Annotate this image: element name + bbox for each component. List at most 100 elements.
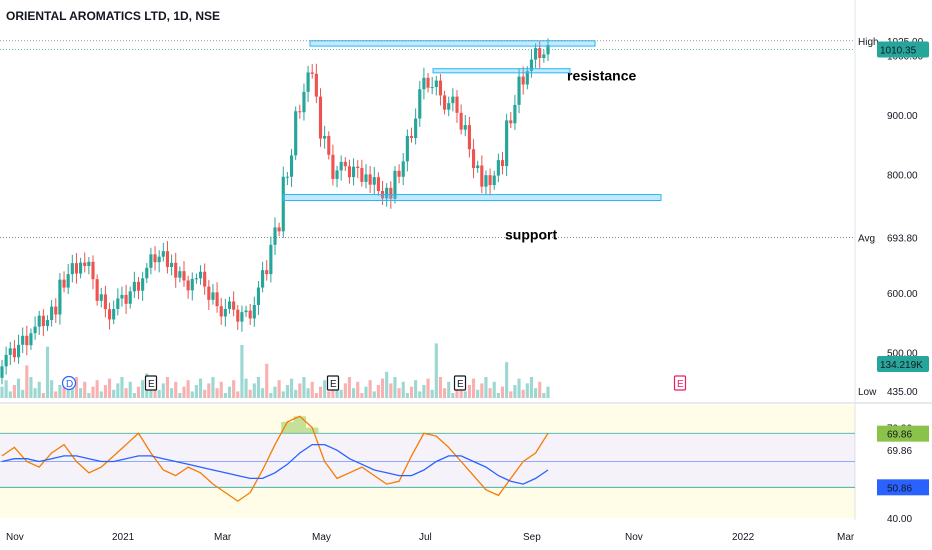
candle-body xyxy=(314,73,318,97)
candle xyxy=(33,316,37,340)
candle xyxy=(261,261,265,293)
candle-body xyxy=(430,87,434,89)
volume-bar xyxy=(484,377,488,398)
volume-bar xyxy=(356,381,360,398)
candle xyxy=(368,166,372,193)
event-badge: E xyxy=(673,375,687,391)
candle-body xyxy=(471,149,476,169)
volume-bar xyxy=(219,381,223,398)
rsi-band xyxy=(0,433,855,488)
zone-support xyxy=(282,194,662,201)
volume-bar xyxy=(211,377,215,398)
candle-body xyxy=(16,344,21,358)
candle-body xyxy=(0,366,4,378)
volume-bar xyxy=(513,385,517,398)
volume-bar xyxy=(364,386,368,398)
overlay: resistance support D E E E E xyxy=(61,68,687,391)
candle xyxy=(529,49,534,78)
candle xyxy=(269,236,273,283)
candle-body xyxy=(405,135,409,162)
volume-bar xyxy=(294,389,298,398)
candle-body xyxy=(87,261,91,266)
candle xyxy=(91,255,95,290)
annotation-resistance: resistance xyxy=(567,68,636,84)
candle xyxy=(426,73,430,93)
event-badge-label: E xyxy=(677,379,684,390)
event-badge-label: E xyxy=(330,379,337,390)
candle-body xyxy=(198,271,203,279)
candle xyxy=(66,264,70,295)
candle-body xyxy=(190,278,194,291)
volume-bar xyxy=(33,388,37,398)
candle xyxy=(79,257,83,279)
candle-body xyxy=(318,96,323,139)
price-tick-label: 500.00 xyxy=(887,349,918,360)
candle-body xyxy=(21,335,25,345)
volume-bar xyxy=(347,377,352,398)
candle xyxy=(509,112,513,129)
candle xyxy=(302,83,306,121)
candle xyxy=(4,346,8,375)
volume-bar xyxy=(190,391,194,398)
event-badge-label: E xyxy=(457,379,464,390)
volume-bar xyxy=(12,385,16,398)
candle-body xyxy=(480,165,484,187)
candle xyxy=(364,164,368,189)
volume-bar xyxy=(534,388,538,398)
time-tick-label: Mar xyxy=(837,532,855,543)
volume-bar xyxy=(74,377,79,398)
volume-bar xyxy=(120,377,124,398)
volume-bar xyxy=(385,371,389,398)
volume-bar xyxy=(376,385,380,398)
candle-body xyxy=(25,335,29,346)
volume-bar xyxy=(306,388,310,398)
chart-title: ORIENTAL AROMATICS LTD, 1D, NSE xyxy=(6,9,221,23)
volume-bar xyxy=(389,383,393,398)
volume-bar xyxy=(538,381,542,398)
candle xyxy=(149,247,153,275)
candle-body xyxy=(443,95,447,110)
volume-bar xyxy=(343,383,347,398)
candle xyxy=(74,253,79,284)
event-badge-shape xyxy=(144,375,158,391)
rsi-ma-line xyxy=(1,443,549,485)
candle-body xyxy=(12,348,16,358)
candle-body xyxy=(529,59,534,72)
candle xyxy=(16,334,21,364)
candle-body xyxy=(505,120,509,167)
candle xyxy=(203,263,207,295)
candle xyxy=(521,66,525,95)
candle xyxy=(190,272,194,301)
volume-bar xyxy=(542,393,546,398)
time-tick-label: Nov xyxy=(625,532,643,543)
candle-body xyxy=(476,165,480,169)
candle-body xyxy=(223,308,227,317)
candle-body xyxy=(364,174,368,182)
volume-bar xyxy=(37,381,41,398)
candle-body xyxy=(339,161,343,171)
volume-bar xyxy=(422,385,426,398)
marker-value: 1010.35 xyxy=(880,45,917,56)
volume-bar xyxy=(372,391,376,398)
candle xyxy=(273,217,277,255)
candle xyxy=(323,125,327,149)
candle xyxy=(141,271,145,301)
marker-badge xyxy=(877,41,929,58)
time-tick-label: 2021 xyxy=(112,532,135,543)
candle xyxy=(99,287,103,308)
candle-body xyxy=(434,80,438,88)
candle xyxy=(29,328,33,350)
candle-body xyxy=(538,48,542,58)
candle xyxy=(492,170,496,190)
candle xyxy=(451,88,455,112)
candle-body xyxy=(546,44,550,55)
candle-body xyxy=(215,292,219,307)
candle-body xyxy=(124,294,128,304)
candle-body xyxy=(534,48,538,60)
volume-bar xyxy=(314,393,318,398)
candle-body xyxy=(389,187,393,199)
candle xyxy=(393,166,397,204)
volume-bar xyxy=(463,391,467,398)
candle xyxy=(124,284,128,314)
